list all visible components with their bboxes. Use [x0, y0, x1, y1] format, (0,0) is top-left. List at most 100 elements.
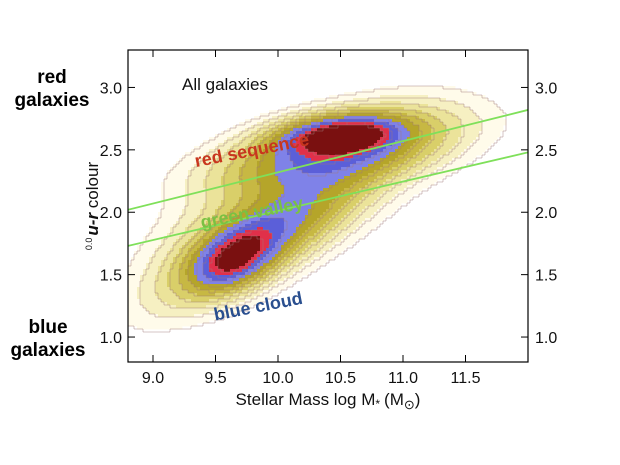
contour-cell [329, 185, 333, 189]
contour-cell [206, 155, 210, 159]
contour-cell [485, 131, 489, 135]
contour-cell [401, 137, 405, 141]
contour-cell [203, 143, 207, 147]
contour-cell [194, 152, 198, 156]
contour-cell [152, 266, 156, 270]
contour-cell [227, 155, 231, 159]
contour-cell [338, 173, 342, 177]
contour-cell [278, 230, 282, 234]
contour-cell [290, 230, 294, 234]
contour-cell [332, 113, 336, 117]
contour-cell [440, 152, 444, 156]
contour-cell [371, 161, 375, 165]
contour-cell [287, 230, 291, 234]
contour-cell [224, 191, 228, 195]
contour-cell [227, 146, 231, 150]
contour-cell [245, 167, 249, 171]
contour-cell [398, 122, 402, 126]
contour-cell [431, 134, 435, 138]
contour-cell [218, 251, 222, 255]
contour-cell [470, 149, 474, 153]
contour-cell [428, 152, 432, 156]
contour-cell [272, 248, 276, 252]
contour-cell [404, 197, 408, 201]
contour-cell [389, 158, 393, 162]
contour-cell [368, 203, 372, 207]
contour-cell [242, 224, 246, 228]
contour-cell [344, 176, 348, 180]
contour-cell [281, 107, 285, 111]
contour-cell [266, 197, 270, 201]
contour-cell [251, 128, 255, 132]
contour-cell [470, 134, 474, 138]
contour-cell [437, 101, 441, 105]
contour-cell [347, 197, 351, 201]
contour-cell [458, 107, 462, 111]
contour-cell [164, 227, 168, 231]
contour-cell [248, 128, 252, 132]
contour-cell [446, 104, 450, 108]
contour-cell [290, 185, 294, 189]
contour-cell [239, 221, 243, 225]
contour-cell [182, 161, 186, 165]
contour-cell [362, 161, 366, 165]
contour-cell [236, 173, 240, 177]
contour-cell [179, 236, 183, 240]
contour-cell [233, 152, 237, 156]
contour-cell [311, 242, 315, 246]
contour-cell [437, 95, 441, 99]
contour-cell [437, 89, 441, 93]
contour-cell [413, 131, 417, 135]
contour-cell [284, 164, 288, 168]
contour-cell [140, 272, 144, 276]
contour-cell [170, 251, 174, 255]
contour-cell [443, 119, 447, 123]
contour-cell [437, 137, 441, 141]
contour-cell [344, 110, 348, 114]
contour-cell [170, 167, 174, 171]
contour-cell [356, 98, 360, 102]
contour-cell [227, 152, 231, 156]
contour-cell [491, 110, 495, 114]
contour-cell [419, 188, 423, 192]
contour-cell [299, 143, 303, 147]
contour-cell [356, 185, 360, 189]
contour-cell [296, 197, 300, 201]
contour-cell [224, 263, 228, 267]
contour-cell [209, 179, 213, 183]
contour-cell [311, 137, 315, 141]
contour-cell [188, 227, 192, 231]
contour-cell [284, 194, 288, 198]
contour-cell [434, 89, 438, 93]
contour-cell [440, 116, 444, 120]
contour-cell [245, 233, 249, 237]
contour-cell [215, 134, 219, 138]
contour-cell [479, 149, 483, 153]
contour-cell [326, 251, 330, 255]
contour-cell [245, 227, 249, 231]
contour-cell [152, 233, 156, 237]
contour-cell [215, 149, 219, 153]
contour-cell [470, 119, 474, 123]
contour-cell [212, 143, 216, 147]
contour-cell [311, 221, 315, 225]
contour-cell [173, 221, 177, 225]
contour-cell [293, 140, 297, 144]
contour-cell [353, 170, 357, 174]
contour-cell [302, 119, 306, 123]
contour-cell [359, 110, 363, 114]
contour-cell [386, 116, 390, 120]
contour-cell [464, 152, 468, 156]
contour-cell [368, 161, 372, 165]
contour-cell [338, 191, 342, 195]
contour-cell [335, 245, 339, 249]
contour-cell [323, 170, 327, 174]
contour-cell [443, 92, 447, 96]
contour-cell [266, 137, 270, 141]
contour-cell [248, 167, 252, 171]
contour-cell [272, 164, 276, 168]
contour-cell [398, 98, 402, 102]
contour-cell [272, 152, 276, 156]
contour-cell [260, 119, 264, 123]
contour-cell [389, 170, 393, 174]
